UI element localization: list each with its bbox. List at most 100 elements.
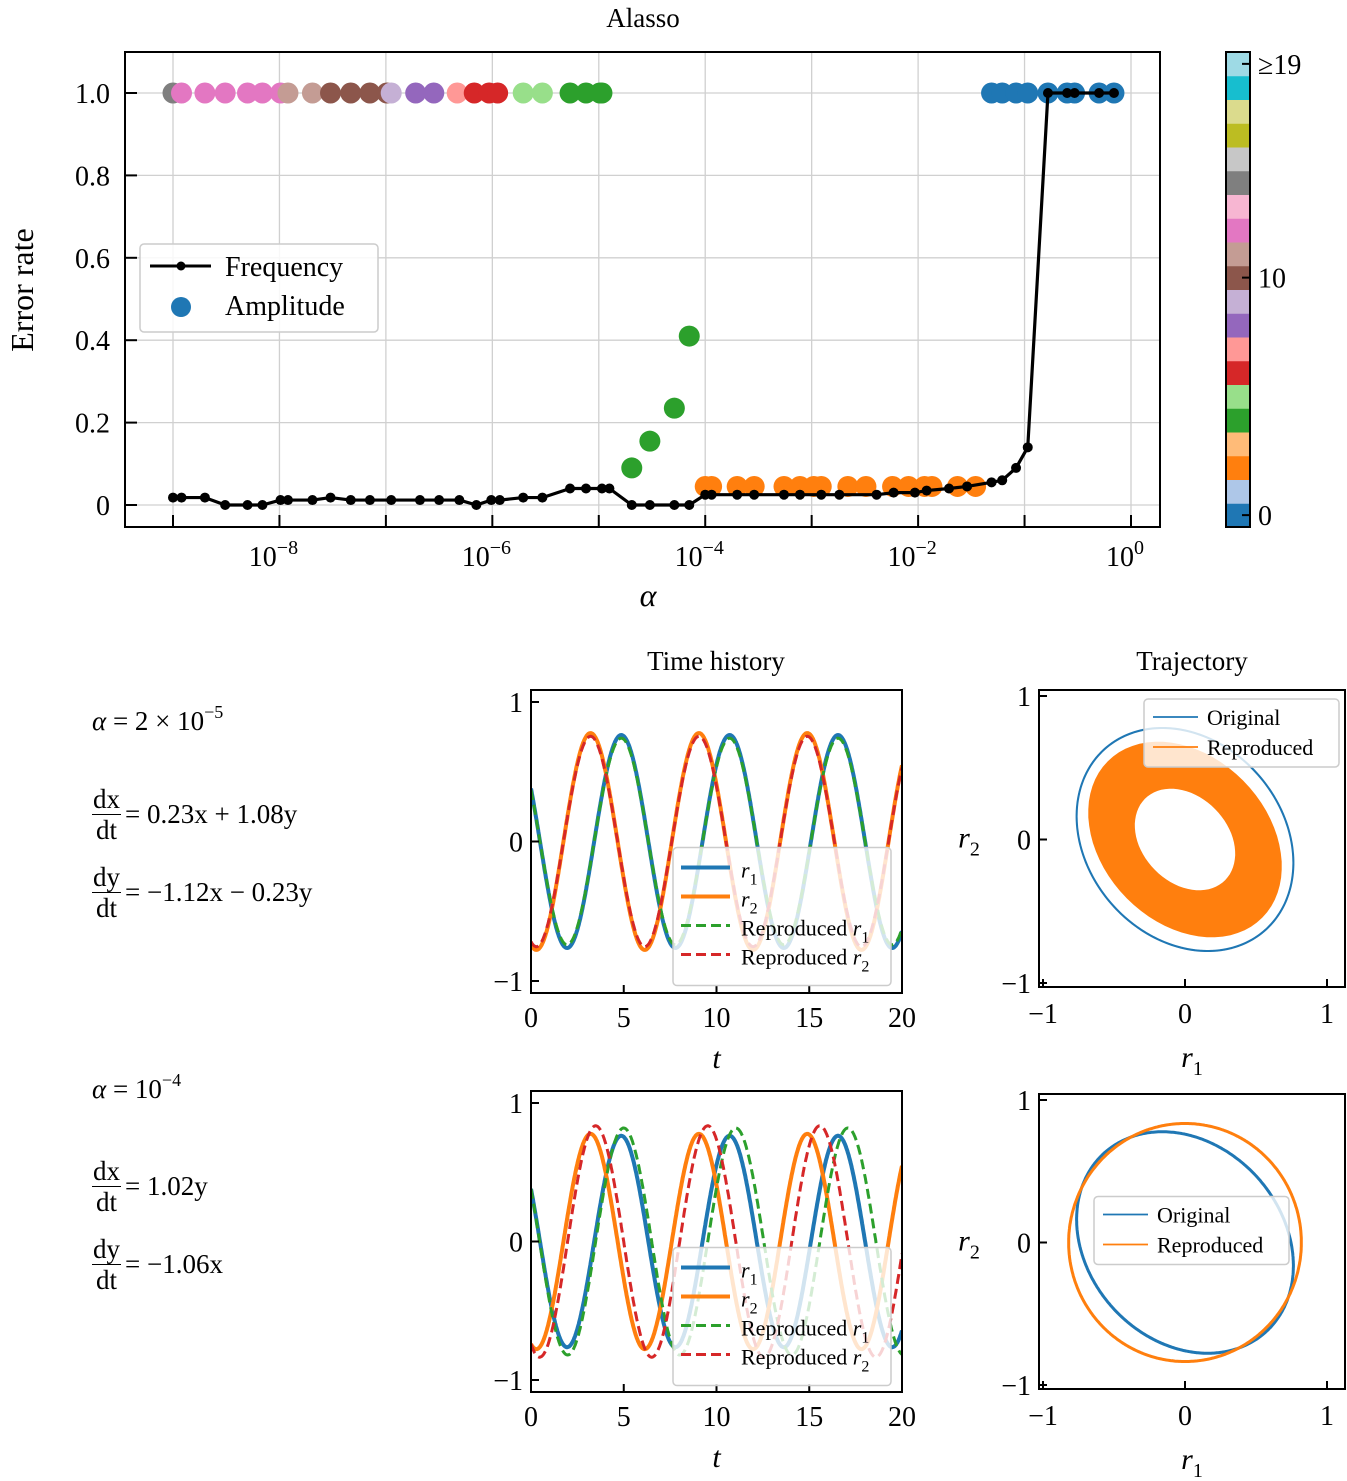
frequency-point: [257, 500, 268, 510]
alpha-value: α = 2 × 10−5: [92, 702, 223, 737]
error-rate-chart: Alasso 10−8 10−6 10−4 10−2 10000.20.40.60.81…: [4, 3, 1301, 613]
amplitude-point: [663, 397, 685, 419]
frequency-point: [518, 492, 529, 503]
x-tick-label: −1: [1028, 1401, 1058, 1432]
frequency-point: [644, 500, 655, 510]
colorbar-tick-label: ≥19: [1258, 50, 1301, 81]
equation-rhs: = 1.02y: [125, 1171, 208, 1201]
equation-rhs: = −1.12x − 0.23y: [125, 877, 313, 907]
frequency-point: [199, 492, 210, 503]
legend-label: r1: [741, 1258, 758, 1289]
x-tick-label: 5: [617, 1402, 631, 1433]
legend-amplitude-marker: [171, 297, 191, 317]
y-tick-label: 1: [509, 688, 523, 719]
colorbar-swatch: [1226, 194, 1250, 219]
amplitude-point: [380, 82, 402, 104]
frequency-point: [494, 495, 505, 506]
frequency-point: [364, 495, 375, 506]
y-tick-label: 1.0: [75, 79, 110, 110]
legend-label: Reproduced r2: [741, 1345, 869, 1376]
x-tick-label: 0: [524, 1402, 538, 1433]
equation-block-2: α = 10−4: [92, 1070, 181, 1105]
axis-ticks: 10−8 10−6 10−4 10−2 100 0 0.2 0.4 0.6 0.8 1.0: [75, 79, 1144, 573]
x-tick-label: 100: [1106, 537, 1144, 573]
frequency-point: [345, 495, 356, 506]
colorbar-swatch: [1226, 147, 1250, 172]
amplitude-point: [320, 82, 342, 104]
x-axis-label: t: [712, 1042, 721, 1075]
fraction-denominator: dt: [95, 815, 117, 845]
colorbar-swatch: [1226, 75, 1250, 100]
colorbar-swatch: [1226, 455, 1250, 480]
equation-rhs: = −1.06x: [125, 1249, 223, 1279]
legend-box: [1093, 1195, 1290, 1266]
alpha-exponent: −4: [161, 1070, 182, 1090]
amplitude-point: [621, 457, 643, 479]
amplitude-point: [512, 82, 534, 104]
amplitude-point: [463, 82, 485, 104]
x-tick-label: 1: [1320, 999, 1334, 1030]
y-axis-label: r2: [958, 822, 980, 861]
alpha-exponent: −5: [204, 702, 224, 722]
plot-frame: [124, 51, 1161, 528]
legend-amplitude-label: Amplitude: [225, 291, 345, 322]
legend-label: Reproduced r1: [741, 1316, 869, 1347]
x-tick-label: 10−4: [675, 537, 724, 573]
frequency-point: [454, 495, 465, 506]
amplitude-point: [743, 475, 765, 497]
fraction-denominator: dt: [95, 1187, 117, 1217]
frequency-point: [537, 492, 548, 503]
x-tick-label: 10: [703, 1003, 731, 1034]
equation-dy-1: dy dt = −1.12x − 0.23y: [92, 862, 312, 923]
y-tick-label: −1: [1001, 1371, 1031, 1402]
y-tick-label: 0: [509, 828, 523, 859]
x-axis-label: t: [712, 1441, 721, 1474]
trajectory-chart-1: −1 0 1 −1 0 1 r1 r2 Original Reproduced: [958, 682, 1346, 1080]
frequency-line: [173, 91, 1114, 507]
equation-block-1: α = 2 × 10−5: [92, 702, 223, 737]
fraction-numerator: dx: [92, 784, 121, 815]
frequency-point: [684, 500, 695, 510]
frequency-point: [962, 481, 973, 492]
alpha-value: α = 10−4: [92, 1070, 181, 1105]
amplitude-point: [531, 82, 553, 104]
x-axis-label: r1: [1181, 1041, 1203, 1080]
frequency-point: [626, 500, 637, 510]
frequency-point: [943, 483, 954, 494]
fraction-dx-dt: dx dt: [92, 784, 121, 845]
colorbar: 0 10 ≥19: [1225, 50, 1301, 532]
amplitude-point: [405, 82, 427, 104]
y-tick-label: −1: [493, 967, 523, 998]
x-tick-label: 0: [1178, 999, 1192, 1030]
alpha-symbol: α: [92, 1074, 107, 1104]
colorbar-swatch: [1226, 432, 1250, 457]
y-axis-label: Error rate: [4, 228, 40, 351]
legend-label: Original: [1157, 1203, 1230, 1228]
frequency-point: [1108, 88, 1119, 98]
frequency-point: [565, 483, 576, 494]
fraction-dy-dt: dy dt: [92, 1234, 121, 1295]
frequency-point: [816, 489, 827, 500]
fraction-dy-dt: dy dt: [92, 862, 121, 923]
fraction-numerator: dy: [92, 1234, 121, 1265]
legend-label: Reproduced r1: [741, 916, 869, 947]
equation-dy-2: dy dt = −1.06x: [92, 1234, 223, 1295]
x-tick-label: 15: [795, 1003, 823, 1034]
amplitude-point: [1017, 82, 1039, 104]
x-tick-label: 0: [524, 1003, 538, 1034]
colorbar-tick-label: 0: [1258, 501, 1272, 532]
frequency-point: [176, 492, 187, 503]
alpha-eq: = 2 × 10: [112, 706, 205, 736]
trajectory-title: Trajectory: [1136, 646, 1248, 676]
chart-title: Alasso: [606, 3, 680, 33]
amplitude-point: [214, 82, 236, 104]
legend-label: r2: [741, 1287, 758, 1318]
legend-label: r1: [741, 858, 758, 889]
colorbar-swatch: [1226, 479, 1250, 504]
x-tick-label: 15: [795, 1402, 823, 1433]
reproduced-trajectory: [1067, 1122, 1303, 1363]
x-tick-label: 1: [1320, 1401, 1334, 1432]
